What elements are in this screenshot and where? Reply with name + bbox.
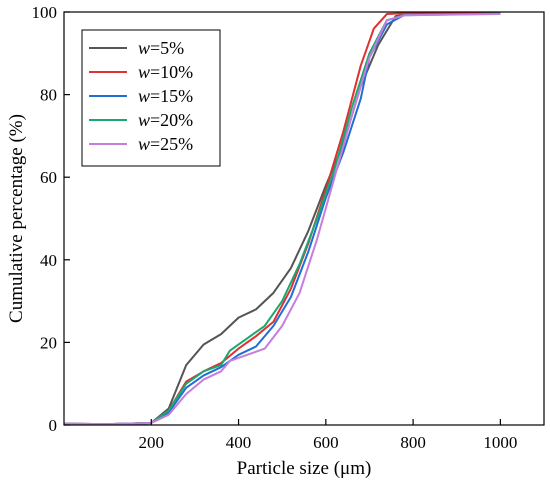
y-axis-label: Cumulative percentage (%): [6, 114, 27, 323]
x-tick-label: 400: [226, 433, 252, 452]
x-tick-label: 200: [139, 433, 165, 452]
x-tick-label: 800: [400, 433, 426, 452]
series-layer: [63, 11, 501, 426]
ticks-layer: 200 400 600 800 1000 0 20 40 60 80 100: [32, 3, 518, 452]
series-line-4: [63, 12, 501, 426]
legend-label-1: w=5%: [138, 38, 184, 58]
legend-label-5: w=25%: [138, 134, 193, 154]
y-tick-label: 80: [40, 86, 57, 105]
series-line-1: [63, 11, 501, 426]
y-tick-label: 20: [40, 333, 57, 352]
plot-frame: [63, 11, 545, 426]
y-tick-label: 40: [40, 251, 57, 270]
legend-label-4: w=20%: [138, 110, 193, 130]
legend-label-3: w=15%: [138, 86, 193, 106]
legend: w=5% w=10% w=15% w=20% w=25%: [81, 29, 221, 167]
x-tick-label: 1000: [483, 433, 517, 452]
legend-box: [81, 29, 221, 167]
x-tick-label: 600: [313, 433, 339, 452]
y-tick-label: 100: [32, 3, 58, 22]
y-tick-label: 60: [40, 168, 57, 187]
series-line-5: [63, 13, 501, 426]
legend-label-2: w=10%: [138, 62, 193, 82]
y-tick-label: 0: [49, 416, 58, 435]
x-axis-label: Particle size (μm): [237, 458, 372, 479]
